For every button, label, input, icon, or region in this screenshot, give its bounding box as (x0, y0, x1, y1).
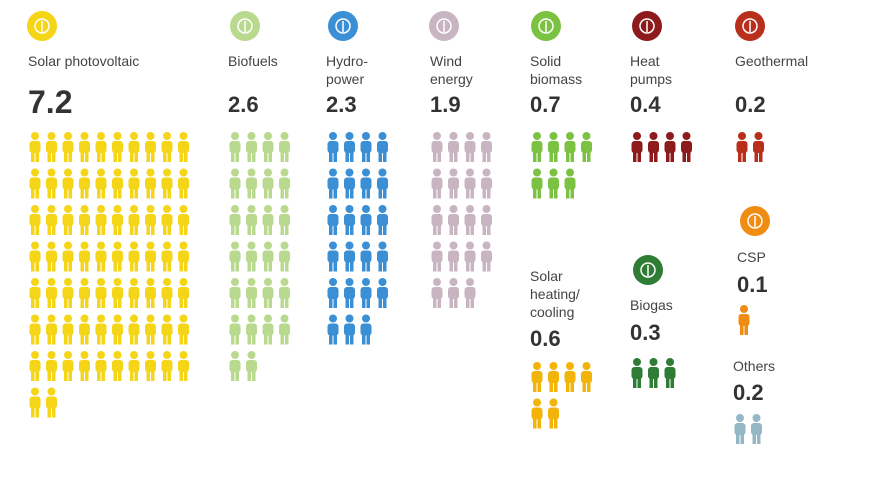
value-label: 0.3 (630, 320, 661, 345)
people-group (531, 362, 592, 429)
people-group (736, 132, 764, 162)
category-icon (230, 11, 260, 41)
value-label: 0.2 (733, 380, 764, 405)
people-group (327, 132, 388, 345)
value-label: 1.9 (430, 92, 461, 117)
category-icon (328, 11, 358, 41)
category-label: Solar photovoltaic (28, 53, 140, 69)
value-label: 0.6 (530, 326, 561, 351)
category-icon (735, 11, 765, 41)
people-group (631, 132, 692, 162)
category-label: Biofuels (228, 53, 278, 69)
category-label: CSP (737, 249, 766, 265)
value-label: 7.2 (28, 84, 73, 120)
category-icon (740, 206, 770, 236)
category-label: Wind energy (430, 53, 473, 87)
people-group (631, 358, 676, 388)
people-group (229, 132, 290, 381)
value-label: 0.2 (735, 92, 766, 117)
value-label: 2.3 (326, 92, 357, 117)
people-group (531, 132, 592, 199)
category-icon (632, 11, 662, 41)
category-label: Solid biomass (530, 53, 583, 87)
value-label: 0.4 (630, 92, 661, 117)
category-label: Hydro- power (326, 53, 369, 87)
people-group (29, 132, 189, 418)
category-label: Solar heating/ cooling (530, 268, 580, 320)
category-icon (429, 11, 459, 41)
people-group (734, 414, 762, 444)
value-label: 2.6 (228, 92, 259, 117)
category-label: Heat pumps (630, 53, 673, 87)
category-icon (27, 11, 57, 41)
value-label: 0.1 (737, 272, 768, 297)
category-label: Biogas (630, 297, 673, 313)
category-label: Others (733, 358, 776, 374)
people-group (431, 132, 492, 308)
category-icon (633, 255, 663, 285)
people-group (738, 305, 750, 335)
category-icon (531, 11, 561, 41)
category-label: Geothermal (735, 53, 809, 69)
value-label: 0.7 (530, 92, 561, 117)
